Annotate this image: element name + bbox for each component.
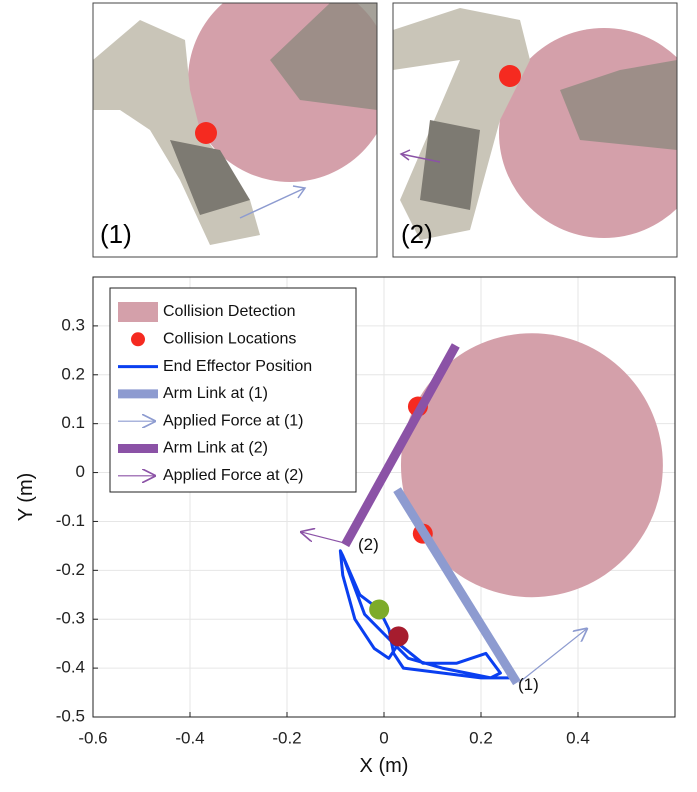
annotation: (2) — [358, 535, 379, 554]
y-tick-label: 0 — [76, 462, 85, 481]
y-tick-label: 0.2 — [61, 364, 85, 383]
legend-label: Applied Force at (1) — [163, 412, 304, 429]
annotation: (1) — [518, 675, 539, 694]
y-tick-label: 0.1 — [61, 413, 85, 432]
legend-label: Collision Locations — [163, 331, 296, 348]
photo-label: (2) — [401, 219, 433, 249]
y-tick-label: -0.3 — [56, 609, 85, 628]
legend-label: End Effector Position — [163, 358, 312, 375]
x-axis-label: X (m) — [360, 755, 409, 777]
x-tick-label: 0.4 — [566, 728, 590, 747]
legend-label: Applied Force at (2) — [163, 467, 304, 484]
y-tick-label: -0.4 — [56, 658, 85, 677]
point — [369, 599, 389, 619]
legend-label: Collision Detection — [163, 303, 296, 320]
point — [389, 626, 409, 646]
photo-2: (2) — [393, 3, 697, 257]
legend: Collision Detection Collision Locations En… — [110, 288, 356, 492]
force-arrow — [300, 532, 344, 543]
y-tick-label: -0.5 — [56, 706, 85, 725]
y-tick-label: -0.1 — [56, 511, 85, 530]
x-tick-label: -0.4 — [175, 728, 204, 747]
legend-swatch — [118, 302, 158, 322]
photo-1: (1) — [93, 0, 392, 257]
legend-label: Arm Link at (2) — [163, 440, 268, 457]
x-tick-label: 0 — [379, 728, 388, 747]
y-axis-label: Y (m) — [15, 473, 37, 522]
y-tick-label: 0.3 — [61, 315, 85, 334]
y-tick-label: -0.2 — [56, 560, 85, 579]
x-tick-label: 0.2 — [469, 728, 493, 747]
photo-label: (1) — [100, 219, 132, 249]
x-tick-label: -0.6 — [78, 728, 107, 747]
figure: (1) (2) -0.6 -0.4 -0.2 0 0.2 0.4 -0.5 -0.4 -0.3 -… — [0, 0, 697, 787]
legend-label: Arm Link at (1) — [163, 385, 268, 402]
legend-swatch — [131, 332, 145, 346]
x-tick-label: -0.2 — [272, 728, 301, 747]
